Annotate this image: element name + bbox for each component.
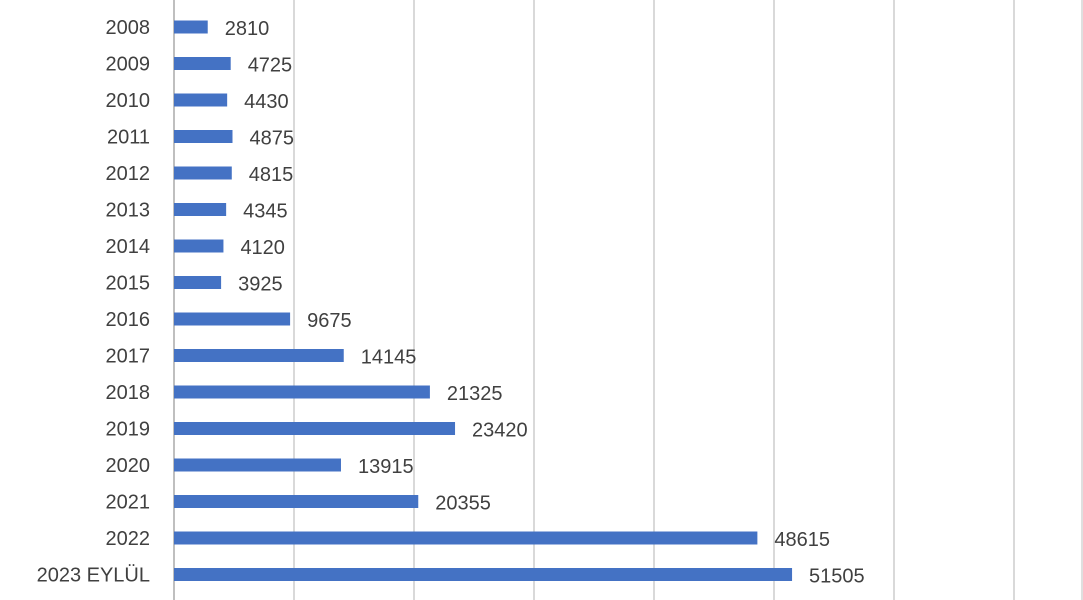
- category-label: 2009: [106, 54, 151, 76]
- category-label: 2011: [107, 127, 150, 149]
- category-label: 2014: [106, 236, 151, 258]
- data-label: 23420: [472, 420, 528, 442]
- bar-2020: [174, 458, 341, 472]
- category-label: 2012: [106, 163, 151, 185]
- bar-2008: [174, 20, 208, 34]
- bar-2009: [174, 57, 231, 70]
- bar-2014: [174, 239, 224, 253]
- bar-2010: [174, 93, 228, 107]
- bar-2013: [174, 203, 227, 216]
- category-label: 2017: [106, 346, 151, 368]
- category-label: 2018: [106, 382, 151, 404]
- data-label: 2810: [225, 18, 270, 40]
- category-label: 2016: [106, 309, 151, 331]
- category-label: 2020: [106, 455, 151, 477]
- category-labels: 2008 2009 2010 2011 2012 2013 2014 2015 2016 2017…: [37, 17, 150, 587]
- bar-2021: [174, 495, 419, 508]
- gridlines: [293, 0, 1015, 600]
- data-label: 13915: [358, 456, 414, 478]
- category-label: 2008: [106, 17, 151, 39]
- data-label: 9675: [307, 310, 352, 332]
- bar-2015: [174, 276, 222, 289]
- category-label: 2010: [106, 90, 151, 112]
- data-label: 4815: [249, 164, 294, 186]
- data-label: 20355: [435, 493, 491, 515]
- data-label: 14145: [361, 347, 417, 369]
- bar-2016: [174, 312, 291, 326]
- data-label: 4120: [240, 237, 285, 259]
- category-label: 2021: [106, 492, 151, 514]
- bar-2019: [174, 422, 456, 435]
- bar-2012: [174, 166, 232, 180]
- bar-2017: [174, 349, 344, 362]
- category-label: 2022: [106, 528, 151, 550]
- bars: [174, 20, 793, 581]
- data-label: 4430: [244, 91, 289, 113]
- data-label: 4875: [250, 128, 295, 150]
- data-label: 21325: [447, 383, 503, 405]
- data-labels: 2810 4725 4430 4875 4815 4345 4120 3925 9675 1414…: [225, 18, 865, 588]
- data-label: 48615: [774, 529, 830, 551]
- data-label: 3925: [238, 274, 283, 296]
- data-label: 51505: [809, 566, 865, 588]
- bar-2011: [174, 130, 233, 143]
- category-label: 2015: [106, 273, 151, 295]
- category-label: 2013: [106, 200, 151, 222]
- data-label: 4725: [248, 55, 293, 77]
- bar-2023-eylül: [174, 568, 793, 581]
- bar-2018: [174, 385, 430, 399]
- data-label: 4345: [243, 201, 288, 223]
- category-label: 2019: [106, 419, 151, 441]
- bar-2022: [174, 531, 758, 545]
- category-label: 2023 EYLÜL: [37, 565, 150, 587]
